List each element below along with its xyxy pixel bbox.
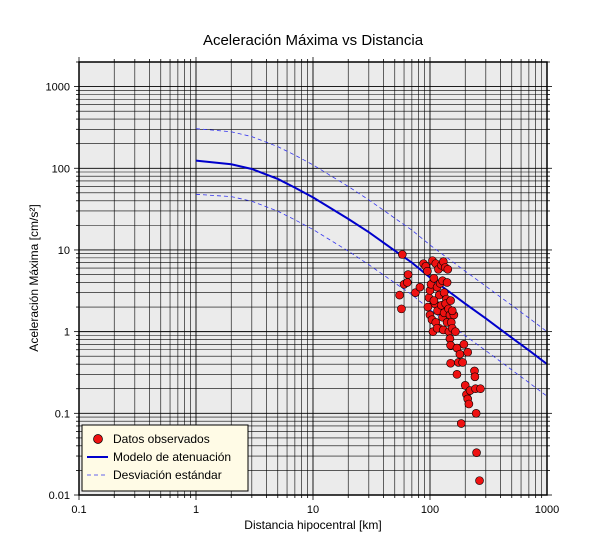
legend-label-deviation: Desviación estándar bbox=[113, 468, 222, 482]
x-tick-label: 10 bbox=[307, 504, 319, 516]
data-point bbox=[451, 327, 460, 336]
legend-label-model: Modelo de atenuación bbox=[113, 450, 231, 464]
chart-title: Aceleración Máxima vs Distancia bbox=[203, 32, 424, 49]
y-tick-label: 0.1 bbox=[55, 408, 70, 420]
x-tick-label: 1000 bbox=[535, 504, 559, 516]
data-point bbox=[447, 306, 457, 316]
data-point bbox=[470, 372, 480, 382]
data-point bbox=[403, 270, 413, 279]
y-tick-labels: 0.01 0.1 1 10 100 1000 bbox=[46, 82, 70, 502]
data-point bbox=[395, 290, 404, 300]
data-point bbox=[455, 349, 465, 359]
x-tick-labels: 0.1 1 10 100 1000 bbox=[71, 504, 559, 516]
data-point bbox=[471, 409, 481, 418]
y-tick-label: 10 bbox=[58, 245, 70, 257]
x-tick-label: 100 bbox=[421, 504, 439, 516]
data-point bbox=[475, 476, 484, 485]
y-tick-label: 0.01 bbox=[49, 490, 70, 502]
legend-label-points: Datos observados bbox=[113, 432, 210, 446]
data-point bbox=[464, 399, 474, 409]
data-point bbox=[429, 296, 439, 305]
data-point bbox=[423, 302, 433, 312]
model-line bbox=[195, 159, 547, 365]
data-point bbox=[456, 419, 466, 428]
legend-marker-points bbox=[93, 434, 103, 444]
data-point bbox=[446, 296, 455, 305]
data-point bbox=[463, 347, 473, 357]
data-point bbox=[472, 448, 481, 457]
plot-frame bbox=[78, 61, 548, 496]
data-point bbox=[458, 358, 467, 367]
grid-lines bbox=[78, 61, 547, 496]
data-point bbox=[415, 282, 425, 292]
y-tick-label: 1000 bbox=[46, 82, 70, 94]
x-tick-label: 1 bbox=[193, 504, 199, 516]
deviation-band bbox=[195, 128, 547, 397]
data-point bbox=[459, 339, 469, 349]
data-point bbox=[446, 358, 455, 368]
model-curve bbox=[195, 159, 547, 365]
data-point bbox=[443, 264, 453, 274]
data-point bbox=[398, 250, 407, 259]
data-point bbox=[442, 278, 452, 287]
data-point bbox=[411, 288, 420, 297]
x-axis-label: Distancia hipocentral [km] bbox=[244, 518, 381, 532]
data-point bbox=[476, 384, 485, 394]
y-axis-label: Aceleración Máxima [cm/s²] bbox=[27, 204, 41, 351]
deviation-upper-line bbox=[195, 128, 547, 332]
data-point bbox=[429, 273, 439, 283]
data-point bbox=[403, 278, 412, 287]
x-tick-label: 0.1 bbox=[71, 504, 86, 516]
legend-box bbox=[81, 424, 249, 492]
y-tick-label: 1 bbox=[64, 327, 70, 339]
legend: Datos observados Modelo de atenuación De… bbox=[81, 424, 249, 492]
data-point bbox=[452, 370, 462, 379]
y-tick-label: 100 bbox=[52, 163, 70, 175]
plot-area bbox=[195, 128, 547, 485]
deviation-lower-line bbox=[195, 193, 547, 397]
data-point bbox=[397, 304, 406, 314]
observed-points bbox=[395, 250, 485, 485]
data-point bbox=[423, 266, 432, 276]
